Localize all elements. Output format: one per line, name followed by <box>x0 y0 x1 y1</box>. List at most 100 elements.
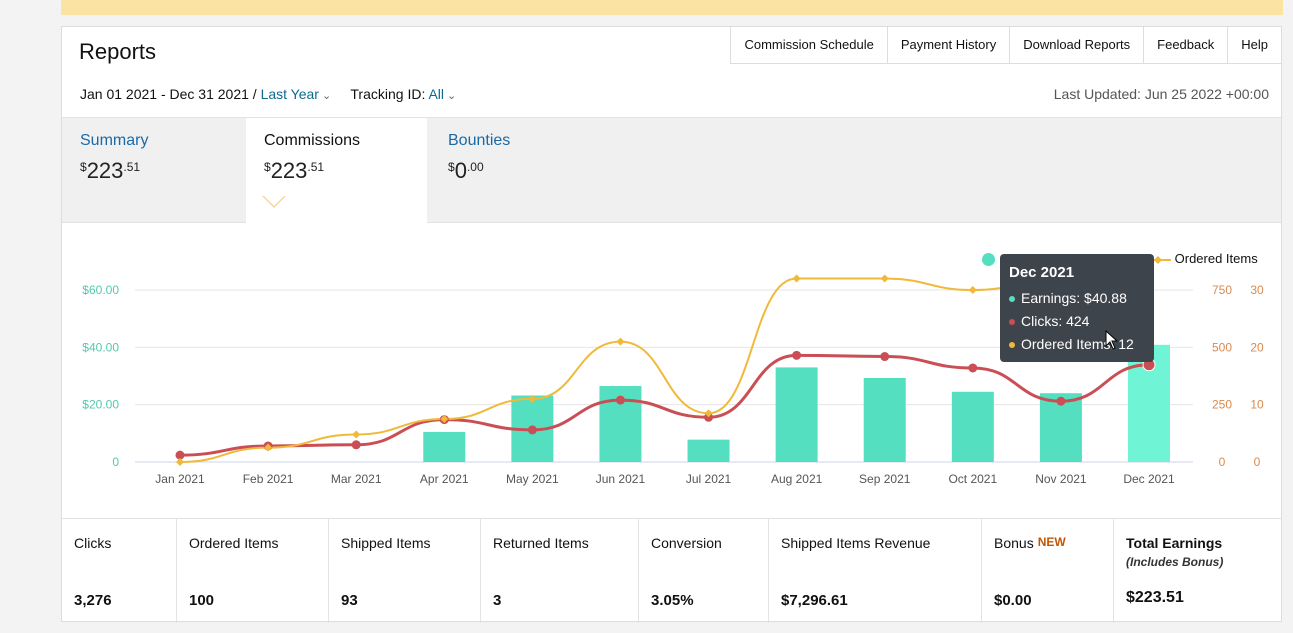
tracking-id-value: All <box>428 86 445 102</box>
stat-total-earnings: Total Earnings (Includes Bonus) $223.51 <box>1114 519 1281 623</box>
chart-axis-labels: 0 0 0 $20.00 250 10 $40.00 500 20 $60.00 750 30 Jan … <box>82 283 1264 486</box>
tab-label: Bounties <box>448 132 511 149</box>
legend-ordered-items[interactable]: Ordered Items <box>1145 251 1258 266</box>
tracking-id-dropdown[interactable]: Tracking ID: All ⌄ <box>350 86 456 102</box>
stat-clicks: Clicks 3,276 <box>62 519 177 623</box>
left-tick-label: $40.00 <box>82 340 119 354</box>
clicks-point <box>1056 396 1066 406</box>
tab-amount: $0.00 <box>448 158 484 183</box>
ordered-items-point <box>616 337 625 346</box>
left-tick-label: $20.00 <box>82 398 119 412</box>
x-tick-label: Jul 2021 <box>686 472 732 486</box>
ordered-items-point <box>704 409 713 418</box>
last-updated: Last Updated: Jun 25 2022 +00:00 <box>1053 86 1269 102</box>
earnings-bar <box>863 378 906 462</box>
stat-label: Shipped Items <box>341 535 431 551</box>
tooltip-clicks: Clicks: 424 <box>1009 310 1145 333</box>
ordered-items-point <box>176 458 184 466</box>
notification-banner <box>61 0 1283 15</box>
ordered-items-point <box>352 430 361 439</box>
payment-history-link[interactable]: Payment History <box>886 27 1009 63</box>
right-tick-label-items: 0 <box>1254 455 1261 469</box>
date-range-text: Jan 01 2021 - Dec 31 2021 / <box>80 86 261 102</box>
feedback-link[interactable]: Feedback <box>1143 27 1227 63</box>
stat-value: $7,296.61 <box>781 592 848 609</box>
stat-ordered-items: Ordered Items 100 <box>177 519 329 623</box>
x-tick-label: Jun 2021 <box>596 472 646 486</box>
x-tick-label: Aug 2021 <box>771 472 823 486</box>
stat-label: Clicks <box>74 535 112 551</box>
tooltip-title: Dec 2021 <box>1009 264 1075 281</box>
right-tick-label-clicks: 250 <box>1212 398 1232 412</box>
x-tick-label: May 2021 <box>506 472 559 486</box>
help-link[interactable]: Help <box>1227 27 1281 63</box>
ordered-items-point <box>528 394 537 403</box>
earnings-bar <box>423 431 466 462</box>
clicks-point <box>704 412 714 422</box>
earnings-bar <box>687 439 730 462</box>
tab-amount: $223.51 <box>264 158 325 183</box>
clicks-point <box>175 450 185 460</box>
ordered-items-point <box>880 274 889 283</box>
x-tick-label: Mar 2021 <box>331 472 382 486</box>
x-tick-label: Apr 2021 <box>420 472 469 486</box>
clicks-point <box>880 352 890 362</box>
earnings-bar <box>951 391 994 462</box>
x-tick-label: Dec 2021 <box>1123 472 1175 486</box>
stat-label: Returned Items <box>493 535 589 551</box>
active-tab-caret <box>262 195 286 208</box>
stat-label: Total Earnings <box>1126 535 1223 551</box>
stat-value: 3,276 <box>74 592 112 609</box>
legend-earnings[interactable] <box>982 251 995 267</box>
clicks-point <box>792 350 802 360</box>
clicks-line <box>179 353 1150 457</box>
tab-label: Commissions <box>264 132 361 149</box>
page-title: Reports <box>79 39 157 64</box>
right-tick-label-clicks: 0 <box>1219 455 1226 469</box>
tab-summary[interactable]: Summary $223.51 <box>62 118 243 226</box>
stat-bonus: Bonus NEW $0.00 <box>982 519 1114 623</box>
stat-shipped-revenue: Shipped Items Revenue $7,296.61 <box>769 519 982 623</box>
earnings-bar <box>775 367 818 462</box>
ordered-items-point <box>264 443 273 452</box>
report-tabs: Summary $223.51 Commissions $223.51 Boun… <box>62 117 1281 226</box>
left-tick-label: 0 <box>112 455 119 469</box>
stat-label: Bonus NEW <box>994 535 1066 551</box>
mouse-cursor-icon <box>1105 330 1119 350</box>
x-tick-label: Oct 2021 <box>948 472 997 486</box>
chart-tooltip: Dec 2021 Earnings: $40.88 Clicks: 424 Or… <box>1000 254 1154 362</box>
chart-lines <box>175 274 1156 466</box>
stat-label: Conversion <box>651 535 722 551</box>
stat-sublabel: (Includes Bonus) <box>1126 555 1224 569</box>
tab-bounties[interactable]: Bounties $0.00 <box>430 118 611 226</box>
stat-value: $0.00 <box>994 592 1032 609</box>
ordered-items-point <box>968 286 977 294</box>
legend-ordered-label: Ordered Items <box>1174 251 1258 266</box>
top-nav: Commission Schedule Payment History Down… <box>730 27 1281 64</box>
clicks-point <box>527 425 537 435</box>
clicks-point <box>968 363 978 373</box>
right-tick-label-clicks: 500 <box>1212 340 1232 354</box>
ordered-items-point <box>792 274 801 283</box>
commission-schedule-link[interactable]: Commission Schedule <box>730 27 886 63</box>
stat-value: $223.51 <box>1126 589 1184 606</box>
x-tick-label: Sep 2021 <box>859 472 911 486</box>
tooltip-ordered: Ordered Items: 12 <box>1009 333 1145 356</box>
right-tick-label-items: 20 <box>1250 340 1264 354</box>
stat-value: 3 <box>493 592 502 609</box>
chevron-down-icon: ⌄ <box>447 90 457 102</box>
tab-label: Summary <box>80 132 149 149</box>
x-tick-label: Jan 2021 <box>155 472 205 486</box>
stat-value: 3.05% <box>651 592 694 609</box>
stat-value: 100 <box>189 592 215 609</box>
download-reports-link[interactable]: Download Reports <box>1009 27 1143 63</box>
right-tick-label-items: 30 <box>1250 283 1264 297</box>
stats-row: Clicks 3,276 Ordered Items 100 Shipped I… <box>62 518 1281 623</box>
date-range-preset: Last Year <box>260 86 319 102</box>
date-range-dropdown[interactable]: Last Year ⌄ <box>261 86 332 102</box>
tab-commissions[interactable]: Commissions $223.51 <box>246 118 427 226</box>
new-badge: NEW <box>1037 535 1066 549</box>
legend-earnings-marker <box>982 253 995 267</box>
tracking-id-label: Tracking ID: <box>350 86 429 102</box>
